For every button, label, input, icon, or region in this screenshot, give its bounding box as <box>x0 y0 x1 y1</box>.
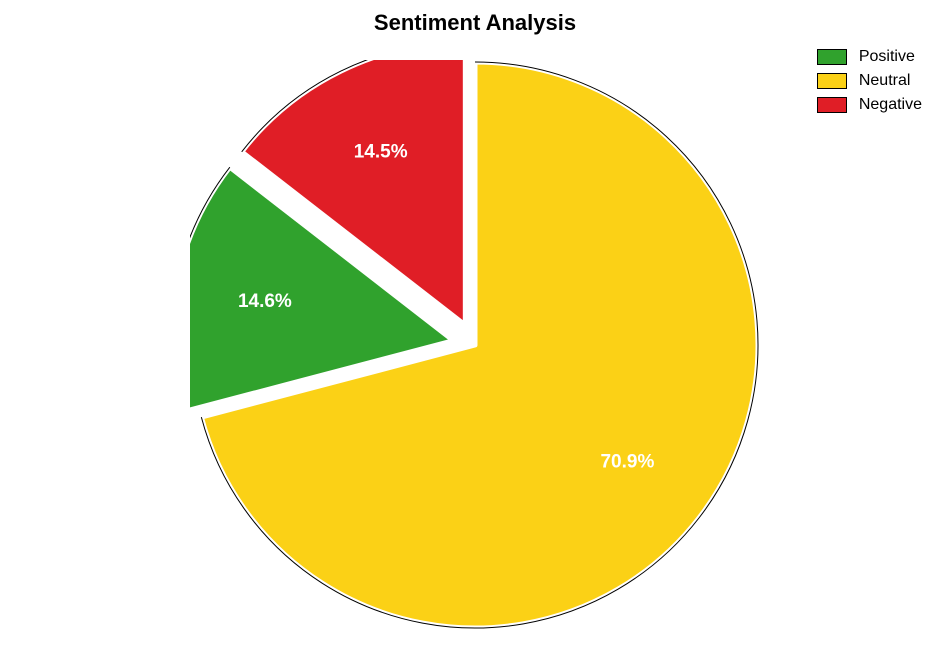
pie-label-negative: 14.5% <box>354 141 408 162</box>
legend-swatch-neutral <box>817 73 847 89</box>
legend-swatch-positive <box>817 49 847 65</box>
legend-label-neutral: Neutral <box>859 72 911 90</box>
legend-item-negative: Negative <box>817 96 922 114</box>
legend-label-positive: Positive <box>859 48 915 66</box>
legend: Positive Neutral Negative <box>817 48 922 114</box>
legend-label-negative: Negative <box>859 96 922 114</box>
chart-container: Sentiment Analysis 70.9% 14.6% 14.5% Posit… <box>0 0 950 662</box>
pie-chart: 70.9% 14.6% 14.5% <box>190 60 760 630</box>
legend-item-positive: Positive <box>817 48 922 66</box>
pie-label-positive: 14.6% <box>238 291 292 312</box>
legend-item-neutral: Neutral <box>817 72 922 90</box>
chart-title: Sentiment Analysis <box>0 10 950 36</box>
pie-svg: 70.9% 14.6% 14.5% <box>190 60 760 630</box>
pie-label-neutral: 70.9% <box>600 451 654 472</box>
legend-swatch-negative <box>817 97 847 113</box>
